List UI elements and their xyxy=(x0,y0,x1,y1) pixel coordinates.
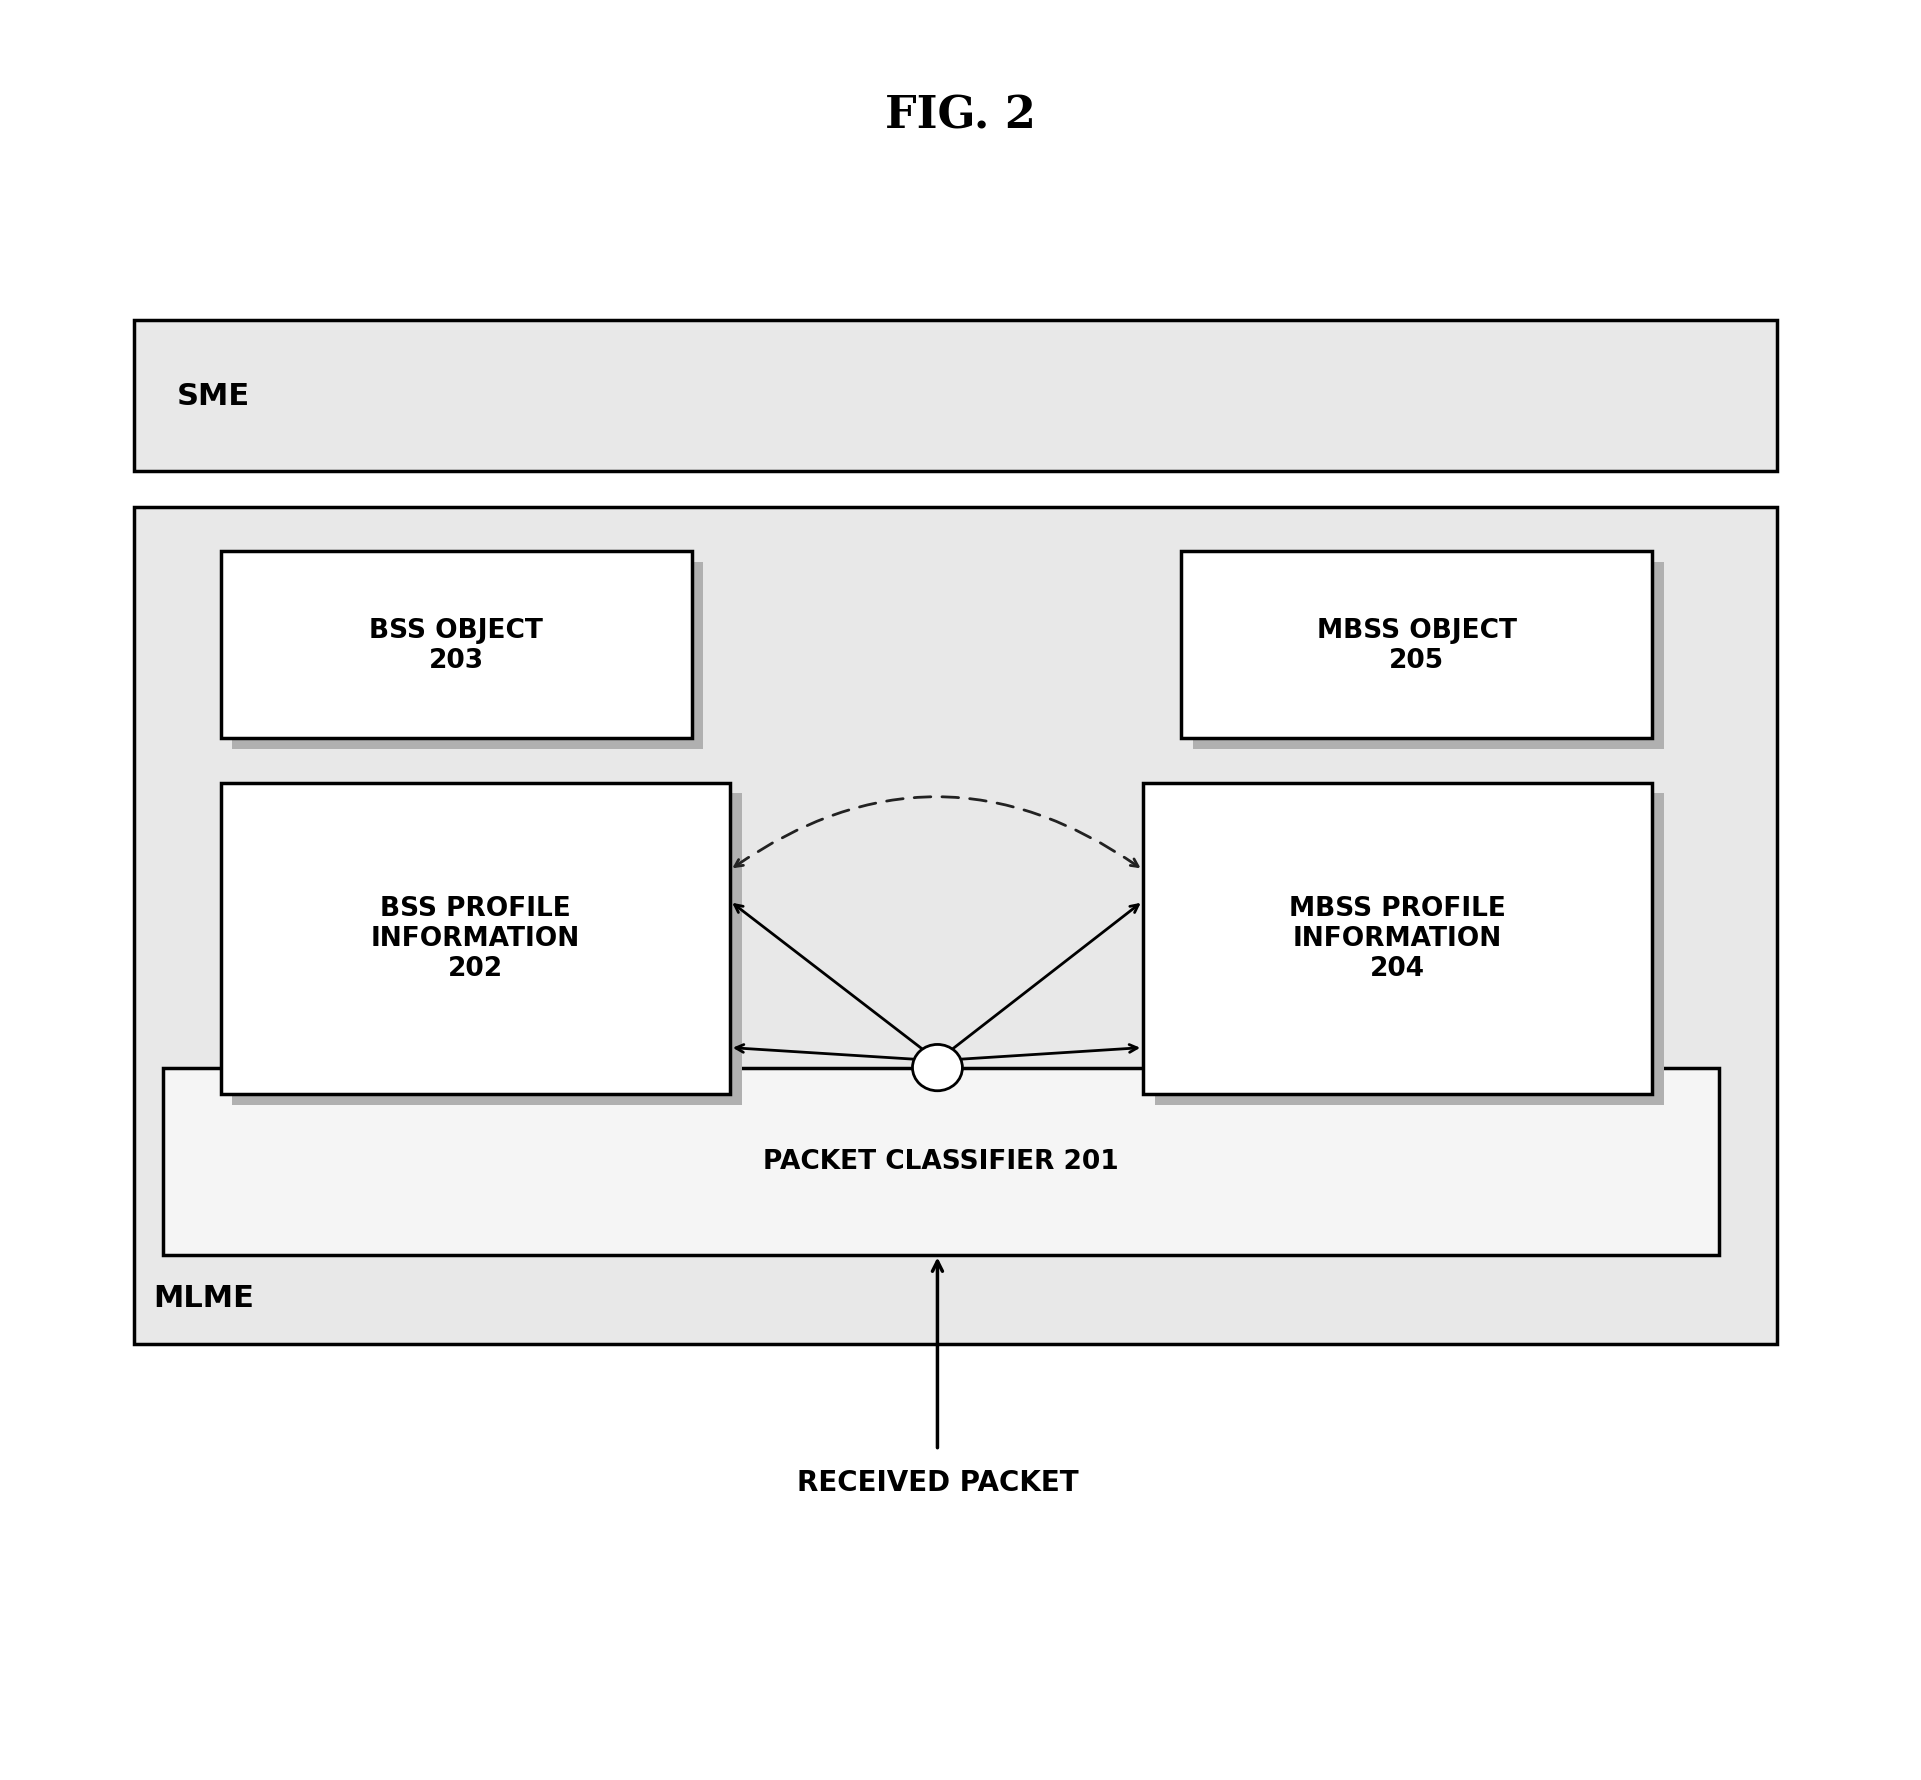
Bar xyxy=(1193,562,1664,749)
Text: FIG. 2: FIG. 2 xyxy=(886,94,1035,137)
Text: SME: SME xyxy=(177,381,250,411)
Text: PACKET CLASSIFIER 201: PACKET CLASSIFIER 201 xyxy=(763,1148,1120,1175)
Bar xyxy=(163,1068,1719,1255)
Bar xyxy=(1143,783,1652,1095)
Text: MBSS OBJECT
205: MBSS OBJECT 205 xyxy=(1316,618,1518,673)
Bar xyxy=(134,507,1777,1344)
Bar xyxy=(1181,552,1652,739)
Bar xyxy=(232,562,703,749)
Bar xyxy=(221,783,730,1095)
Text: MLME: MLME xyxy=(154,1283,255,1312)
Bar xyxy=(1155,794,1664,1105)
Text: RECEIVED PACKET: RECEIVED PACKET xyxy=(797,1468,1078,1497)
Text: MBSS PROFILE
INFORMATION
204: MBSS PROFILE INFORMATION 204 xyxy=(1289,895,1506,983)
Bar xyxy=(221,552,692,739)
Text: BSS PROFILE
INFORMATION
202: BSS PROFILE INFORMATION 202 xyxy=(371,895,580,983)
Bar xyxy=(232,794,742,1105)
Circle shape xyxy=(912,1045,962,1091)
Bar xyxy=(134,320,1777,472)
Text: BSS OBJECT
203: BSS OBJECT 203 xyxy=(369,618,544,673)
